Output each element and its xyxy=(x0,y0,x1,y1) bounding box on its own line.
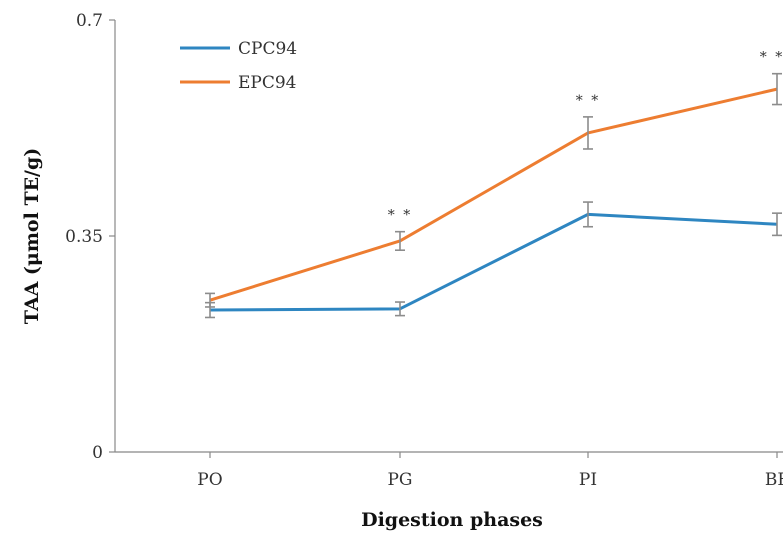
legend-item-epc94: EPC94 xyxy=(180,73,297,93)
y-tick-label: 0.7 xyxy=(76,11,103,31)
legend-label: EPC94 xyxy=(238,73,297,93)
annotations: * * * * * * xyxy=(388,50,783,224)
axes xyxy=(114,20,783,453)
series-layer xyxy=(205,72,782,319)
series-line xyxy=(209,212,778,312)
y-tick-label: 0.35 xyxy=(65,227,103,247)
y-axis-title: TAA (μmol TE/g) xyxy=(21,148,43,325)
series-cpc94 xyxy=(205,201,782,319)
x-tick-label: PI xyxy=(579,470,597,490)
significance-annotation: * * xyxy=(576,93,600,109)
x-ticks: PO PG PI BF xyxy=(197,452,783,490)
y-tick-label: 0 xyxy=(92,443,103,463)
x-tick-label: PO xyxy=(197,470,222,490)
series-epc94 xyxy=(205,72,782,308)
legend-label: CPC94 xyxy=(238,39,297,59)
significance-annotation: * * xyxy=(388,208,412,224)
significance-annotation: * * xyxy=(760,50,783,66)
y-ticks: 0 0.35 0.7 xyxy=(65,11,115,463)
series-line xyxy=(209,87,778,302)
x-axis-title: Digestion phases xyxy=(361,509,543,531)
legend-item-cpc94: CPC94 xyxy=(180,39,297,59)
x-tick-label: BF xyxy=(765,470,783,490)
legend: CPC94 EPC94 xyxy=(180,39,297,93)
x-tick-label: PG xyxy=(387,470,412,490)
